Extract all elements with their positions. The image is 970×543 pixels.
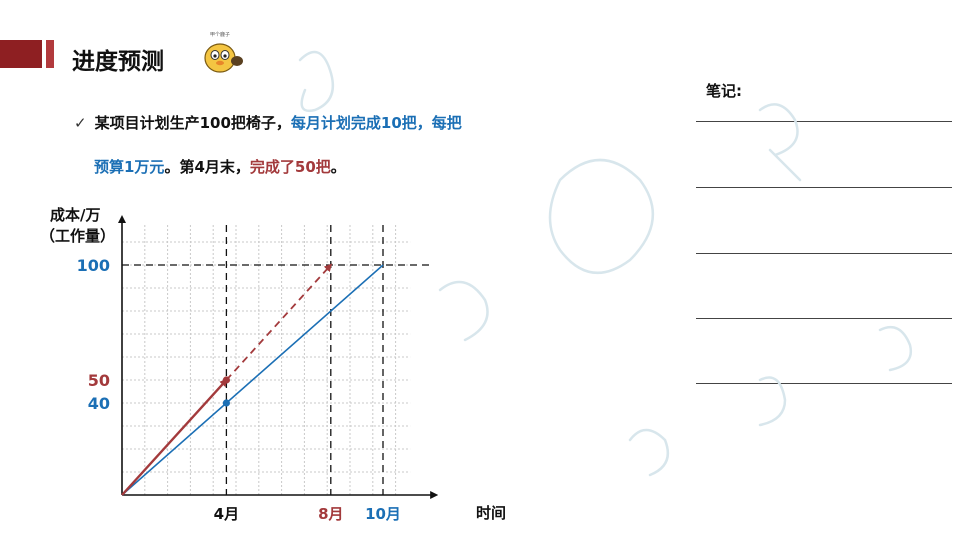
note-line — [696, 187, 952, 188]
bullet-part-6: 。 — [330, 158, 346, 176]
y-axis-label-line-2: （工作量） — [40, 227, 115, 245]
bullet-text-line-1: ✓ 某项目计划生产100把椅子，每月计划完成10把，每把 — [74, 112, 462, 133]
chart-axes — [118, 215, 439, 499]
x-tick-label: 8月 — [318, 505, 343, 523]
data-point-marker — [222, 399, 230, 407]
bullet-part-1: 某项目计划生产100把椅子， — [94, 114, 291, 132]
bullet-part-2: 每月计划完成10把，每把 — [290, 114, 462, 132]
series-line — [225, 263, 333, 381]
y-tick-label: 100 — [77, 256, 110, 275]
chart-guide-lines — [122, 225, 431, 495]
note-line — [696, 253, 952, 254]
notes-title: 笔记: — [706, 82, 742, 100]
bullet-part-3: 预算1万元 — [94, 158, 165, 176]
note-line — [696, 383, 952, 384]
bullet-text-line-2: 预算1万元。第4月末，完成了50把。 — [94, 156, 346, 177]
x-axis-label: 时间 — [476, 504, 506, 522]
bullet-part-5: 完成了50把 — [249, 158, 331, 176]
note-line — [696, 318, 952, 319]
chart-grid — [122, 225, 411, 495]
page-title: 进度预测 — [72, 49, 164, 75]
bullet-part-4: 。第4月末， — [164, 158, 250, 176]
x-tick-label: 4月 — [214, 505, 239, 523]
series-line — [121, 264, 384, 496]
chick-mascot-icon: 甲个鹿子 — [204, 31, 243, 73]
header-accent-bar — [0, 40, 42, 68]
chart-series — [121, 263, 384, 496]
series-line — [121, 378, 228, 496]
y-axis-label-line-1: 成本/万 — [50, 206, 100, 224]
mascot-caption: 甲个鹿子 — [210, 31, 230, 38]
note-line — [696, 121, 952, 122]
y-tick-label: 40 — [88, 394, 110, 413]
chart-tick-labels: 4月 8月 10月 100 50 40 — [77, 256, 401, 523]
data-point-marker — [222, 376, 230, 384]
x-tick-label: 10月 — [365, 505, 401, 523]
y-tick-label: 50 — [88, 371, 110, 390]
header-accent-stripe — [46, 40, 54, 68]
check-icon: ✓ — [74, 114, 87, 132]
